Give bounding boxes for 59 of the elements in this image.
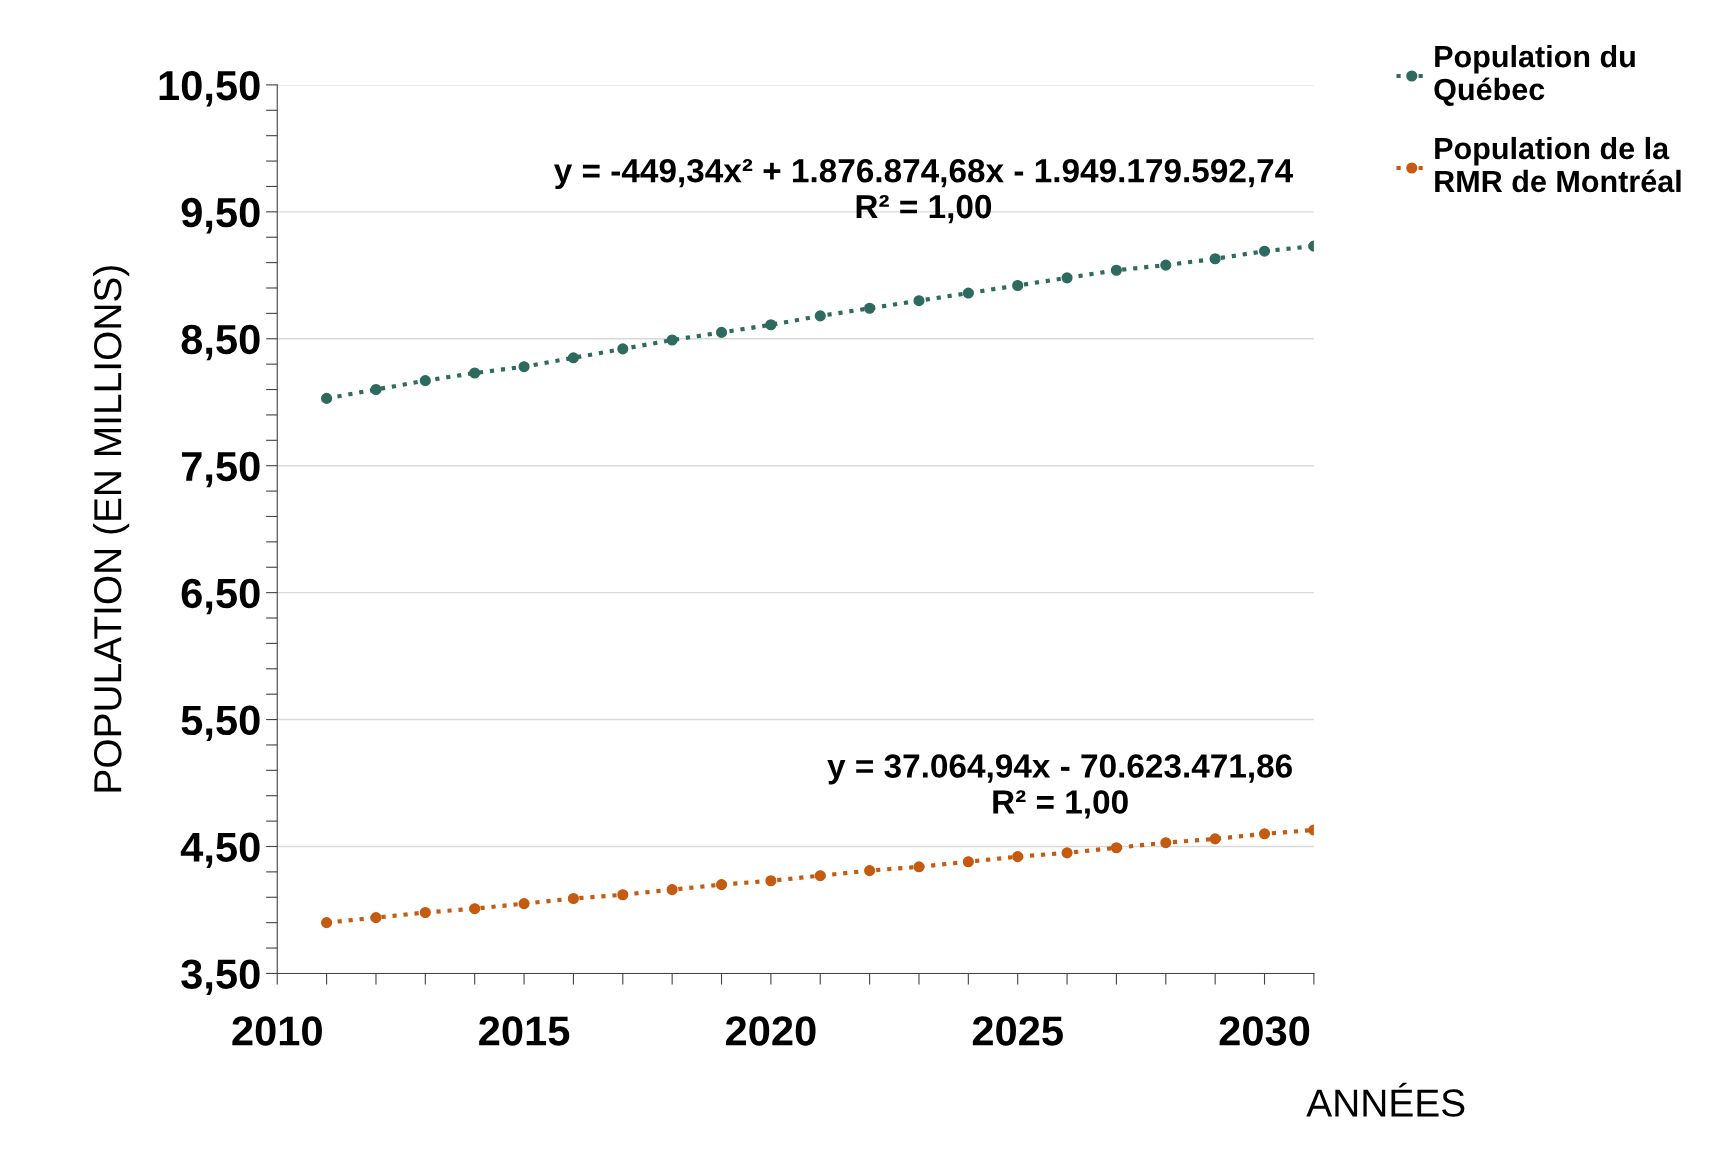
point <box>1110 264 1122 276</box>
y-tick-label: 3,50 <box>181 959 260 995</box>
point <box>518 898 530 910</box>
point <box>1012 851 1024 863</box>
point <box>666 884 678 896</box>
point <box>864 302 876 314</box>
point <box>617 889 629 901</box>
x-tick-label: 2020 <box>725 1016 816 1046</box>
y-tick-label: 5,50 <box>181 705 260 742</box>
point <box>1061 272 1073 284</box>
point <box>814 310 826 322</box>
point <box>567 352 579 364</box>
point <box>370 912 382 924</box>
x-tick-label: 2030 <box>1219 1016 1310 1046</box>
point <box>765 319 777 331</box>
point <box>715 879 728 891</box>
point <box>913 861 925 873</box>
point <box>1160 259 1172 271</box>
point <box>864 865 876 877</box>
point <box>765 875 777 887</box>
point <box>666 334 678 346</box>
point <box>469 903 481 915</box>
x-tick-label: 2025 <box>972 1016 1063 1046</box>
point <box>1209 253 1221 265</box>
point <box>913 295 925 307</box>
point <box>715 326 728 338</box>
point <box>617 343 629 355</box>
point <box>419 906 431 919</box>
point <box>469 367 481 379</box>
point <box>1160 837 1172 849</box>
point <box>1258 245 1271 257</box>
legend-label: Population de la RMR de Montréal <box>1435 136 1681 193</box>
point <box>419 375 431 387</box>
point <box>1209 833 1221 845</box>
point <box>1012 279 1024 292</box>
point <box>962 856 974 868</box>
x-tick-label: 2010 <box>232 1016 322 1046</box>
x-axis-title: ANNÉES <box>1306 1082 1465 1117</box>
y-tick-label: 8,50 <box>181 324 260 361</box>
point <box>814 870 826 882</box>
point <box>1110 842 1122 854</box>
point <box>567 892 579 905</box>
annotation: y = 37.064,94x - 70.623.471,86 R² = 1,00 <box>827 754 1292 819</box>
x-tick-label: 2015 <box>479 1016 570 1046</box>
y-axis-title: POPULATION (EN MILLIONS) <box>92 266 130 792</box>
point <box>370 383 382 396</box>
legend-label: Population du Québec <box>1434 44 1635 107</box>
y-tick-label: 7,50 <box>181 451 260 488</box>
point <box>321 392 333 404</box>
annotation: y = -449,34x² + 1.876.874,68x - 1.949.179.592,74 R² = 1,00 <box>553 158 1294 224</box>
point <box>321 917 333 929</box>
point <box>1061 847 1073 859</box>
y-tick-label: 4,50 <box>180 832 260 869</box>
point <box>518 361 530 373</box>
y-tick-label: 9,50 <box>181 197 260 234</box>
point <box>962 287 974 299</box>
point <box>1258 828 1271 840</box>
y-tick-label: 6,50 <box>181 578 260 615</box>
y-tick-label: 10,50 <box>159 70 260 107</box>
